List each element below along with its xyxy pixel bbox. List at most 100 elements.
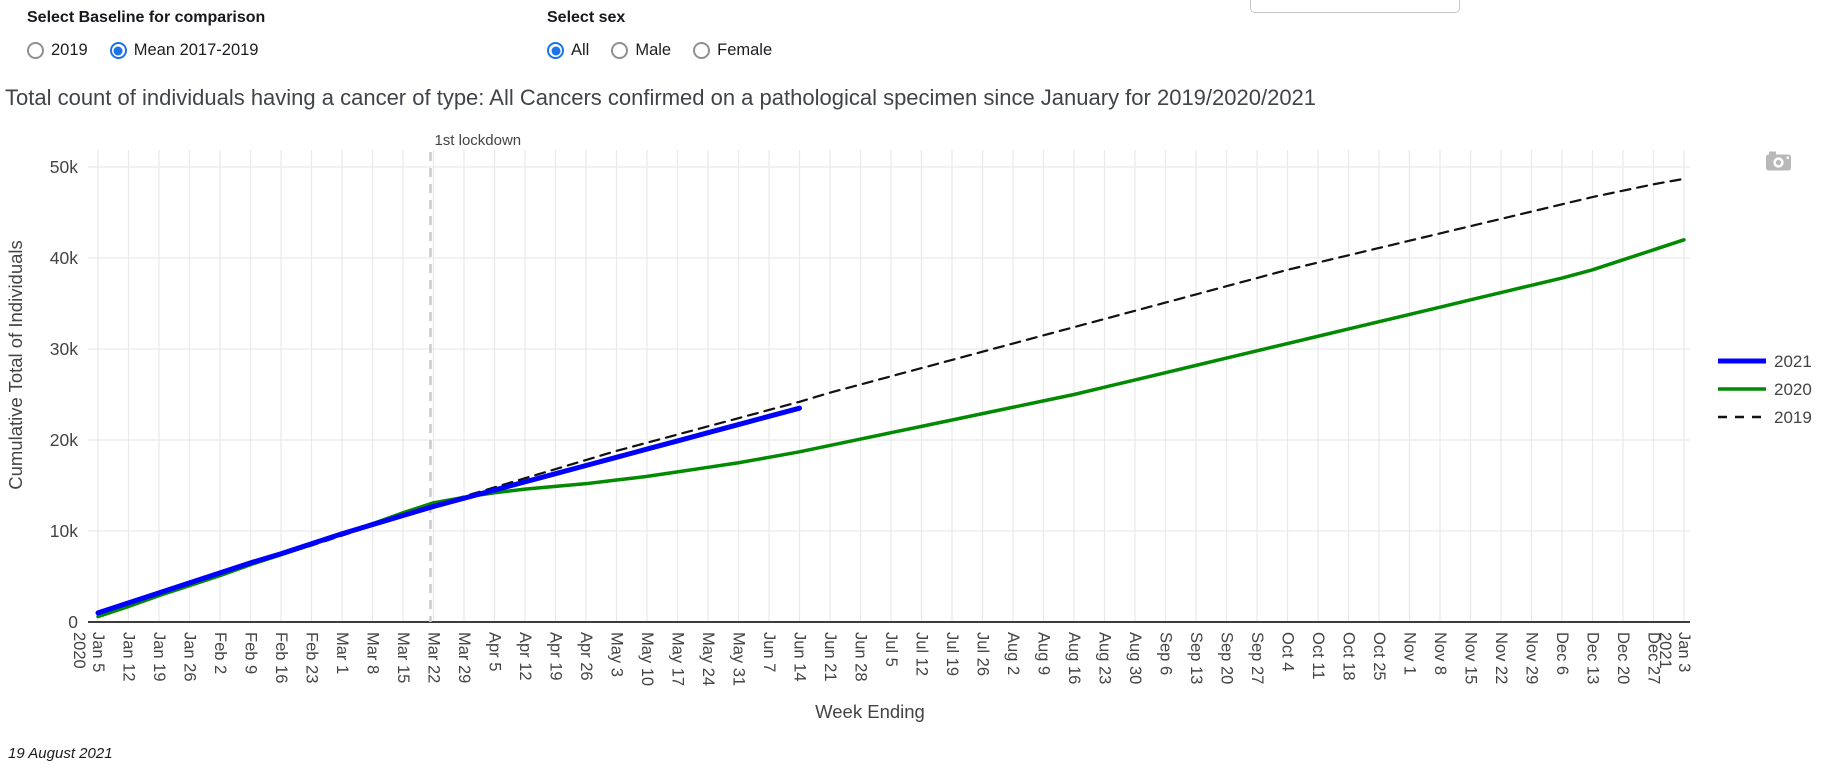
camera-flash-shape xyxy=(1769,151,1776,157)
x-tick-year-last: 2021 xyxy=(1656,632,1674,669)
radio-baseline-2019[interactable]: 2019 xyxy=(27,41,88,60)
chart-title: Total count of individuals having a canc… xyxy=(5,85,1317,110)
x-tick-label: Mar 15 xyxy=(394,632,412,683)
x-tick-label: Nov 8 xyxy=(1431,632,1449,675)
x-tick-label: Dec 27 xyxy=(1645,632,1663,684)
x-tick-label: Jan 26 xyxy=(181,632,199,682)
x-tick-label: Mar 22 xyxy=(425,632,443,683)
radio-selected-icon[interactable] xyxy=(547,42,564,59)
x-tick-label: Jan 3 xyxy=(1675,632,1693,672)
baseline-control-group: Select Baseline for comparison 2019 Mean … xyxy=(27,8,280,60)
y-tick-label: 10k xyxy=(50,521,78,541)
x-tick-label: Oct 4 xyxy=(1279,632,1297,671)
x-tick-label: Nov 15 xyxy=(1462,632,1480,684)
legend-item-2020[interactable]: 2020 xyxy=(1718,380,1812,399)
x-tick-label: May 10 xyxy=(638,632,656,686)
baseline-radio-row: 2019 Mean 2017-2019 xyxy=(27,41,280,60)
x-tick-label: Jan 12 xyxy=(120,632,138,682)
x-tick-label: Oct 25 xyxy=(1370,632,1388,681)
series-line-2021[interactable] xyxy=(95,405,802,616)
legend-label-2019: 2019 xyxy=(1774,408,1812,427)
radio-unselected-icon[interactable] xyxy=(27,42,44,59)
x-tick-label: May 31 xyxy=(730,632,748,686)
x-tick-label: May 3 xyxy=(608,632,626,677)
x-tick-label: Jun 28 xyxy=(852,632,870,682)
x-tick-label: Feb 2 xyxy=(211,632,229,674)
legend-item-2021[interactable]: 2021 xyxy=(1718,352,1812,371)
x-tick-label: Aug 2 xyxy=(1004,632,1022,675)
x-tick-label: Apr 26 xyxy=(577,632,595,681)
legend-label-2020: 2020 xyxy=(1774,380,1812,399)
x-tick-label: Jul 5 xyxy=(882,632,900,667)
radio-unselected-icon[interactable] xyxy=(611,42,629,59)
x-tick-label: Aug 30 xyxy=(1126,632,1144,684)
radio-label: Mean 2017-2019 xyxy=(133,41,259,59)
y-axis-title: Cumulative Total of Individuals xyxy=(5,240,26,490)
camera-icon[interactable] xyxy=(1764,150,1794,172)
x-tick-label: Dec 13 xyxy=(1584,632,1602,684)
x-tick-label: Apr 5 xyxy=(486,632,504,671)
x-tick-label: Dec 20 xyxy=(1614,632,1632,684)
x-tick-label: May 17 xyxy=(669,632,687,686)
x-tick-label: Sep 27 xyxy=(1248,632,1266,684)
x-tick-label: May 24 xyxy=(699,632,717,686)
radio-unselected-icon[interactable] xyxy=(693,42,711,59)
y-tick-label: 0 xyxy=(68,612,78,632)
x-tick-label: Jul 19 xyxy=(943,632,961,676)
x-tick-label: Nov 22 xyxy=(1492,632,1510,684)
sex-group-label: Select sex xyxy=(547,9,626,26)
camera-dot xyxy=(1786,156,1789,159)
x-tick-label: Apr 19 xyxy=(547,632,565,681)
sex-radio-row: All Male Female xyxy=(547,41,794,60)
baseline-group-label: Select Baseline for comparison xyxy=(27,9,266,26)
y-tick-label: 20k xyxy=(50,430,78,450)
legend-label-2021: 2021 xyxy=(1774,352,1812,371)
x-tick-label: Mar 29 xyxy=(455,632,473,683)
x-tick-label: Aug 16 xyxy=(1065,632,1083,684)
x-tick-label: Feb 9 xyxy=(242,632,260,674)
x-tick-label: Jul 26 xyxy=(974,632,992,676)
radio-baseline-mean-2017-2019[interactable]: Mean 2017-2019 xyxy=(109,41,259,60)
x-tick-label: Mar 1 xyxy=(333,632,351,674)
x-tick-label: Jun 21 xyxy=(821,632,839,682)
x-tick-label: Mar 8 xyxy=(364,632,382,674)
x-tick-label: Apr 12 xyxy=(516,632,534,681)
lockdown-annotation: 1st lockdown xyxy=(434,132,521,149)
x-tick-label: Sep 6 xyxy=(1157,632,1175,675)
x-tick-label: Dec 6 xyxy=(1553,632,1571,675)
radio-label: Female xyxy=(717,41,773,59)
x-tick-label: Jun 14 xyxy=(791,632,809,682)
x-tick-label: Sep 20 xyxy=(1218,632,1236,684)
x-tick-label: Sep 13 xyxy=(1187,632,1205,684)
radio-sex-male[interactable]: Male xyxy=(611,41,671,60)
footnote-date: 19 August 2021 xyxy=(8,745,113,762)
radio-label: 2019 xyxy=(51,41,88,59)
radio-label: All xyxy=(571,41,590,59)
camera-lens-inner xyxy=(1775,159,1782,166)
x-tick-label: Jan 5 xyxy=(89,632,107,672)
x-tick-label: Feb 16 xyxy=(272,632,290,683)
x-tick-label: Nov 29 xyxy=(1523,632,1541,684)
x-tick-label: Oct 11 xyxy=(1309,632,1327,679)
y-tick-label: 50k xyxy=(50,157,78,177)
x-tick-label: Aug 9 xyxy=(1035,632,1053,675)
x-tick-label: Jan 19 xyxy=(150,632,168,682)
x-tick-label: Jul 12 xyxy=(913,632,931,676)
x-tick-label: Nov 1 xyxy=(1401,632,1419,675)
radio-sex-all[interactable]: All xyxy=(547,41,589,60)
radio-selected-icon[interactable] xyxy=(109,42,127,59)
legend-item-2019[interactable]: 2019 xyxy=(1718,408,1812,427)
chart-canvas: 1st lockdown Jan 5 Jan 12 Jan 19 Jan 26 Feb 2… xyxy=(5,132,1812,722)
y-tick-label: 30k xyxy=(50,339,78,359)
radio-label: Male xyxy=(635,41,672,59)
x-tick-year-first: 2020 xyxy=(70,632,88,669)
truncated-input[interactable] xyxy=(1250,0,1460,13)
x-axis-title: Week Ending xyxy=(815,701,925,722)
radio-sex-female[interactable]: Female xyxy=(693,41,772,60)
x-tick-label: Aug 23 xyxy=(1096,632,1114,684)
x-tick-label: Feb 23 xyxy=(303,632,321,683)
y-tick-label: 40k xyxy=(50,248,78,268)
sex-control-group: Select sex All Male Female xyxy=(547,8,794,60)
x-tick-label: Oct 18 xyxy=(1340,632,1358,681)
